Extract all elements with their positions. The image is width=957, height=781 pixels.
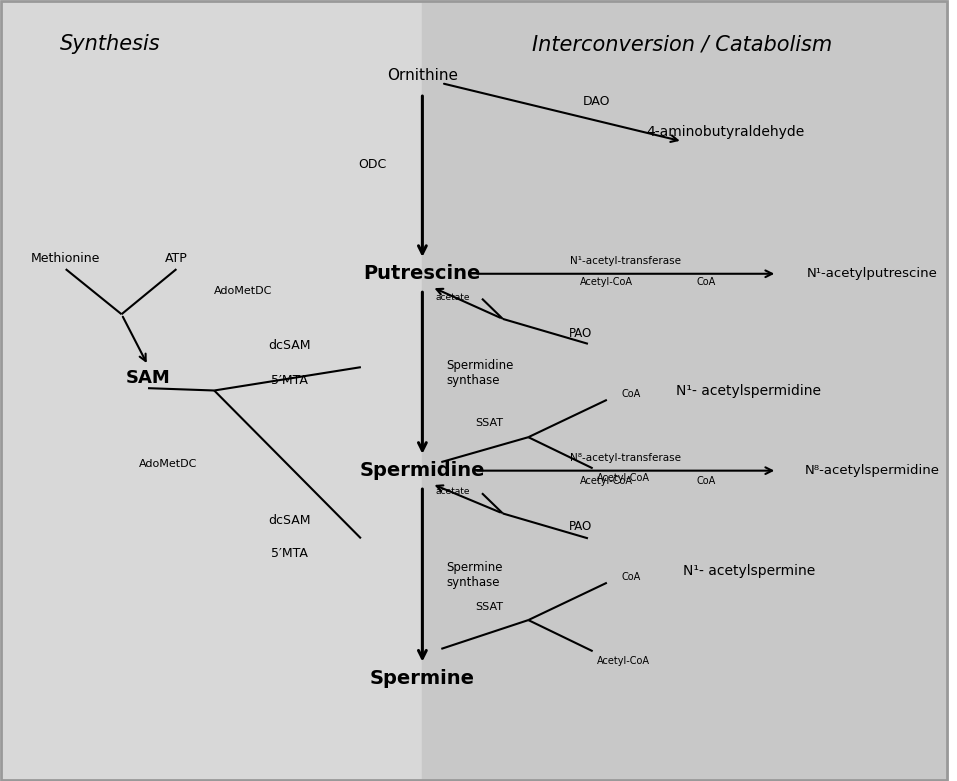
Text: acetate: acetate xyxy=(435,487,470,496)
Text: Spermidine
synthase: Spermidine synthase xyxy=(446,358,513,387)
Text: Ornithine: Ornithine xyxy=(387,68,457,83)
Text: 5′MTA: 5′MTA xyxy=(272,374,308,387)
Text: N¹- acetylspermidine: N¹- acetylspermidine xyxy=(677,383,821,398)
Text: N¹- acetylspermine: N¹- acetylspermine xyxy=(682,564,815,578)
Text: Acetyl-CoA: Acetyl-CoA xyxy=(580,276,634,287)
Text: Putrescine: Putrescine xyxy=(364,264,481,284)
Text: AdoMetDC: AdoMetDC xyxy=(139,459,197,469)
Text: ODC: ODC xyxy=(358,159,387,171)
Text: PAO: PAO xyxy=(569,327,592,341)
Text: CoA: CoA xyxy=(621,572,640,583)
Text: N⁸-acetylspermidine: N⁸-acetylspermidine xyxy=(804,464,939,477)
Text: Methionine: Methionine xyxy=(31,251,100,265)
Text: 5′MTA: 5′MTA xyxy=(272,547,308,561)
Text: CoA: CoA xyxy=(697,276,716,287)
Text: SAM: SAM xyxy=(125,369,170,387)
Text: DAO: DAO xyxy=(583,95,611,108)
Text: Spermine: Spermine xyxy=(370,669,475,688)
Bar xyxy=(1,2,422,779)
Text: acetate: acetate xyxy=(435,294,470,302)
Text: PAO: PAO xyxy=(569,520,592,533)
Text: CoA: CoA xyxy=(621,390,640,399)
Text: Spermine
synthase: Spermine synthase xyxy=(446,561,502,589)
Text: Acetyl-CoA: Acetyl-CoA xyxy=(597,656,651,666)
Text: dcSAM: dcSAM xyxy=(269,514,311,527)
Bar xyxy=(422,2,947,779)
Text: dcSAM: dcSAM xyxy=(269,339,311,352)
Text: N⁸-acetyl-transferase: N⁸-acetyl-transferase xyxy=(570,453,681,463)
Text: SSAT: SSAT xyxy=(475,418,502,428)
Text: N¹-acetylputrescine: N¹-acetylputrescine xyxy=(807,267,937,280)
Text: 4-aminobutyraldehyde: 4-aminobutyraldehyde xyxy=(646,125,804,139)
Text: Acetyl-CoA: Acetyl-CoA xyxy=(580,476,634,486)
Text: N¹-acetyl-transferase: N¹-acetyl-transferase xyxy=(570,256,681,266)
Text: CoA: CoA xyxy=(697,476,716,486)
Text: Interconversion / Catabolism: Interconversion / Catabolism xyxy=(532,34,833,54)
Text: AdoMetDC: AdoMetDC xyxy=(214,286,273,296)
Text: ATP: ATP xyxy=(165,251,188,265)
Text: Spermidine: Spermidine xyxy=(360,461,485,480)
Text: SSAT: SSAT xyxy=(475,602,502,612)
Text: Synthesis: Synthesis xyxy=(60,34,161,54)
Text: Acetyl-CoA: Acetyl-CoA xyxy=(597,473,651,483)
